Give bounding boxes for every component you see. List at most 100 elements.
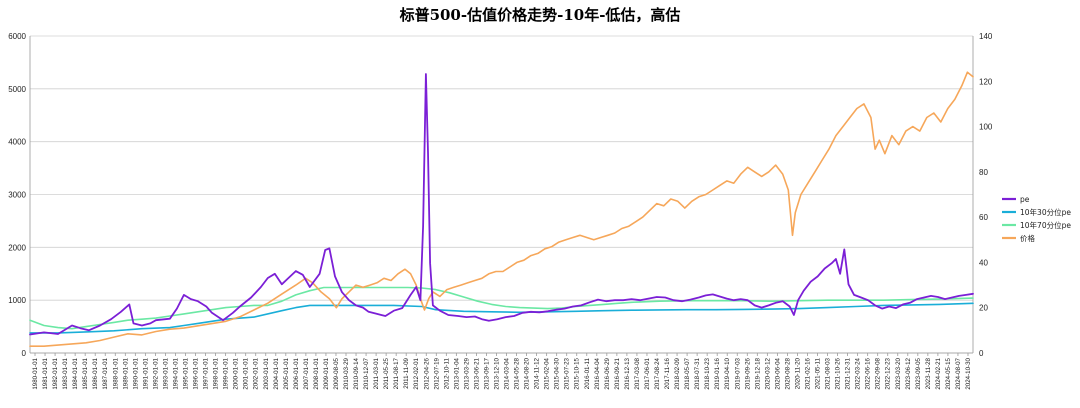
- x-tick-label: 2021-10-26: [835, 357, 842, 389]
- x-tick-label: 2018-02-09: [674, 357, 681, 389]
- x-tick-label: 2017-03-08: [634, 357, 641, 389]
- x-tick-label: 2012-02-01: [413, 357, 420, 389]
- y-right-tick-label: 120: [979, 77, 993, 86]
- x-tick-label: 2023-09-05: [915, 357, 922, 389]
- x-tick-label: 2019-12-18: [754, 357, 761, 389]
- x-tick-label: 2024-10-30: [965, 357, 972, 389]
- x-tick-label: 2016-09-21: [614, 357, 621, 389]
- x-tick-label: 2000-01-01: [233, 357, 240, 389]
- x-tick-label: 2016-04-04: [594, 357, 601, 389]
- x-tick-label: 2001-01-01: [243, 357, 250, 389]
- x-tick-label: 2020-11-20: [794, 357, 801, 389]
- legend-label: pe: [1020, 195, 1030, 204]
- y-right-tick-label: 140: [979, 32, 993, 41]
- x-tick-label: 2017-06-01: [644, 357, 651, 389]
- x-tick-label: 1992-01-01: [152, 357, 159, 389]
- legend-label: 10年70分位pe: [1020, 220, 1071, 230]
- x-tick-label: 1983-01-01: [62, 357, 69, 389]
- y-right-tick-label: 60: [979, 213, 988, 222]
- x-tick-label: 2017-08-24: [654, 357, 661, 389]
- x-tick-label: 1986-01-01: [92, 357, 99, 389]
- x-tick-label: 2009-08-05: [333, 357, 340, 389]
- x-tick-label: 1990-01-01: [132, 357, 139, 389]
- x-tick-label: 2005-01-01: [283, 357, 290, 389]
- x-tick-label: 2018-05-07: [684, 357, 691, 389]
- x-tick-label: 2022-06-16: [865, 357, 872, 389]
- y-left-tick-label: 0: [22, 349, 27, 358]
- x-tick-label: 1991-01-01: [142, 357, 149, 389]
- x-tick-label: 2021-08-03: [825, 357, 832, 389]
- x-tick-label: 1998-01-01: [213, 357, 220, 389]
- x-tick-label: 2014-03-04: [504, 357, 511, 389]
- y-left-tick-label: 3000: [8, 191, 26, 200]
- x-tick-label: 2019-01-16: [714, 357, 721, 389]
- chart-title: 标普500-估值价格走势-10年-低估，高估: [399, 6, 681, 24]
- grid-layer: [30, 35, 973, 354]
- x-tick-label: 2018-10-23: [704, 357, 711, 389]
- x-tick-label: 1997-01-01: [203, 357, 210, 389]
- x-tick-label: 1993-01-01: [162, 357, 169, 389]
- x-tick-label: 2024-05-15: [945, 357, 952, 389]
- x-tick-label: 2015-04-30: [554, 357, 561, 389]
- x-tick-label: 2013-09-17: [483, 357, 490, 389]
- x-tick-label: 2011-08-17: [393, 357, 400, 389]
- x-tick-label: 2021-05-11: [815, 357, 822, 389]
- x-tick-label: 1987-01-01: [102, 357, 109, 389]
- x-tick-label: 2007-01-01: [303, 357, 310, 389]
- x-tick-label: 2013-01-04: [453, 357, 460, 389]
- legend-label: 价格: [1020, 233, 1036, 243]
- x-tick-label: 2021-02-16: [804, 357, 811, 389]
- legend: pe 10年30分位pe 10年70分位pe 价格: [1002, 195, 1071, 243]
- x-tick-label: 2006-01-01: [293, 357, 300, 389]
- y-right-tick-label: 0: [979, 349, 984, 358]
- x-tick-label: 2018-07-31: [694, 357, 701, 389]
- x-tick-label: 2020-03-12: [764, 357, 771, 389]
- x-tick-label: 2023-06-12: [905, 357, 912, 389]
- x-tick-label: 2022-09-08: [875, 357, 882, 389]
- x-tick-label: 1996-01-01: [193, 357, 200, 389]
- x-tick-label: 1989-01-01: [122, 357, 129, 389]
- y-right-tick-label: 80: [979, 168, 988, 177]
- x-tick-label: 2019-07-03: [734, 357, 741, 389]
- x-tick-label: 2022-12-23: [885, 357, 892, 389]
- x-tick-label: 2023-03-20: [895, 357, 902, 389]
- x-tick-label: 2015-02-04: [544, 357, 551, 389]
- x-tick-label: 2010-03-29: [343, 357, 350, 389]
- x-tick-label: 1982-01-01: [52, 357, 59, 389]
- x-tick-label: 2011-11-09: [403, 357, 410, 388]
- x-tick-label: 2019-04-10: [724, 357, 731, 389]
- x-tick-label: 2024-02-21: [935, 357, 942, 389]
- series-layer: [29, 71, 974, 348]
- x-tick-label: 2012-07-19: [433, 357, 440, 389]
- x-tick-label: 1981-01-01: [42, 357, 49, 389]
- x-tick-label: 2013-12-10: [493, 357, 500, 389]
- x-tick-label: 2020-06-04: [774, 357, 781, 389]
- y-left-tick-label: 5000: [8, 85, 26, 94]
- y-right-tick-label: 100: [979, 123, 993, 132]
- x-tick-label: 1999-01-01: [223, 357, 230, 389]
- x-tick-label: 2014-05-28: [514, 357, 521, 389]
- x-tick-label: 2013-06-21: [473, 357, 480, 389]
- x-tick-label: 2010-09-14: [353, 357, 360, 389]
- y-left-tick-label: 1000: [8, 296, 26, 305]
- y-left-tick-label: 2000: [8, 243, 26, 252]
- x-tick-label: 2004-01-01: [273, 357, 280, 389]
- x-tick-label: 2019-09-26: [744, 357, 751, 389]
- x-tick-label: 1985-01-01: [82, 357, 89, 389]
- legend-label: 10年30分位pe: [1020, 207, 1071, 217]
- x-tick-label: 2020-08-28: [784, 357, 791, 389]
- x-tick-label: 2016-12-13: [624, 357, 631, 389]
- x-tick-label: 2011-05-25: [383, 357, 390, 389]
- axis-layer: 0 1000 2000 3000 4000 5000 6000 0 20 40 60 80 100 120…: [8, 32, 993, 390]
- series-line-0: [29, 73, 974, 336]
- y-left-tick-label: 4000: [8, 138, 26, 147]
- x-tick-label: 2017-11-16: [664, 357, 671, 389]
- x-tick-label: 2015-10-15: [574, 357, 581, 389]
- x-tick-label: 2022-03-24: [855, 357, 862, 389]
- x-tick-label: 2014-08-20: [524, 357, 531, 389]
- x-tick-label: 2013-03-29: [463, 357, 470, 389]
- y-left-tick-label: 6000: [8, 32, 26, 41]
- x-tick-label: 2015-07-23: [564, 357, 571, 389]
